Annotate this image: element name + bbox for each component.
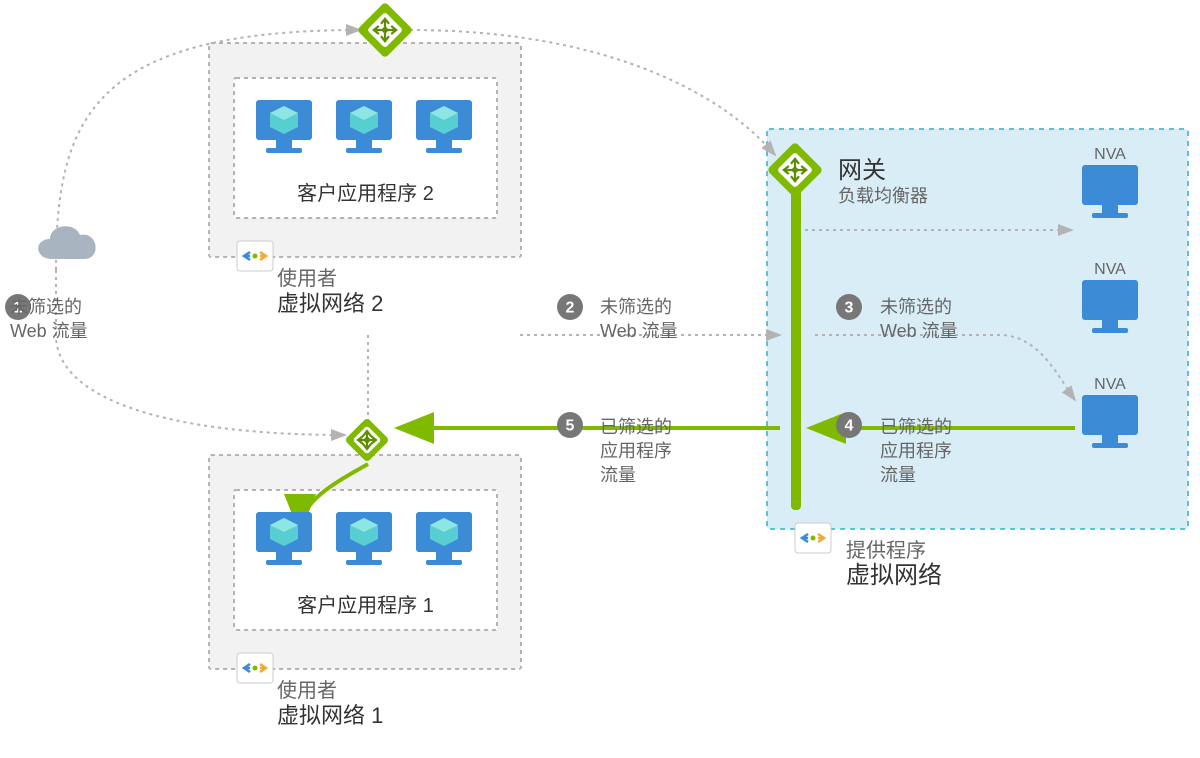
step-number: 2 [566,300,575,317]
step-text: Web 流量 [600,321,678,341]
step-text: 未筛选的 [880,297,952,317]
app-label: 客户应用程序 2 [297,182,434,205]
vnet-peering-icon [795,523,831,553]
step-number: 5 [566,418,575,435]
vnet-label: 使用者 [277,267,337,290]
step-text: 未筛选的 [600,297,672,317]
provider-label: 提供程序 [846,539,926,562]
gateway-sub: 负载均衡器 [838,186,928,206]
step-text: 已筛选的 [880,417,952,437]
gateway-lb-bar [791,170,801,510]
step-text: 应用程序 [600,441,672,461]
vnet-peering-icon [237,653,273,683]
nva-label: NVA [1094,376,1126,393]
gateway-title: 网关 [838,157,886,184]
step-text: 流量 [600,465,636,485]
cloud-icon [38,226,95,259]
app-label: 客户应用程序 1 [297,594,434,617]
step-text: 应用程序 [880,441,952,461]
nva-label: NVA [1094,261,1126,278]
step-text: Web 流量 [10,321,88,341]
step-number: 3 [845,300,854,317]
vnet-label: 虚拟网络 1 [277,703,383,728]
step-text: 未筛选的 [10,297,82,317]
provider-label: 虚拟网络 [846,562,942,589]
step-text: 已筛选的 [600,417,672,437]
step-text: Web 流量 [880,321,958,341]
vnet-peering-icon [237,241,273,271]
step-number: 4 [845,418,854,435]
vnet-label: 虚拟网络 2 [277,291,383,316]
nva-label: NVA [1094,146,1126,163]
step-text: 流量 [880,465,916,485]
vnet-label: 使用者 [277,679,337,702]
